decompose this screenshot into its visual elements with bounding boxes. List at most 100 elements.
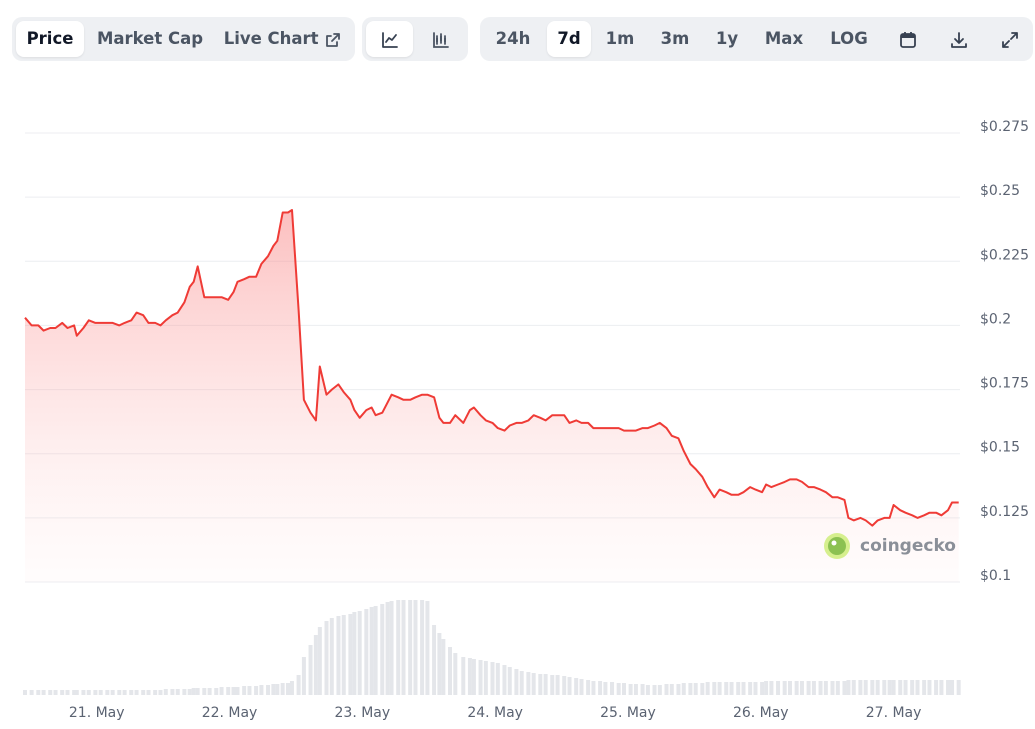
volume-bar (806, 681, 811, 695)
volume-bar (910, 680, 915, 695)
volume-bar (950, 680, 955, 695)
volume-bar (769, 681, 774, 695)
volume-bar (373, 606, 378, 695)
volume-bar (748, 682, 753, 695)
price-area (25, 210, 959, 582)
price-line (24, 209, 959, 527)
volume-bar (437, 633, 442, 695)
calendar-button[interactable] (888, 21, 928, 57)
candle-style-button[interactable] (417, 21, 464, 57)
volume-bar (842, 681, 847, 695)
volume-bar (760, 682, 765, 695)
x-tick-label: 21. May (69, 705, 125, 721)
volume-bar (296, 675, 301, 695)
y-tick-label: $0.1 (980, 568, 1011, 584)
volume-bar (207, 688, 212, 695)
volume-bar (214, 688, 219, 695)
volume-bar (182, 689, 187, 695)
x-tick-label: 22. May (202, 705, 258, 721)
volume-bar (903, 680, 908, 695)
volume-bar (543, 674, 548, 695)
volume-bar (285, 683, 290, 695)
volume-bar (693, 683, 698, 695)
volume-bar (317, 627, 322, 695)
volume-bar (425, 601, 430, 695)
volume-bar (776, 681, 781, 695)
volume-bar (105, 690, 110, 695)
volume-bar (717, 682, 722, 695)
volume-bar (579, 679, 584, 695)
volume-bar (669, 684, 674, 695)
volume-bar (562, 676, 567, 695)
volume-bar (538, 674, 543, 695)
range-button[interactable]: 1y (715, 29, 739, 48)
volume-bar (934, 680, 939, 695)
tab-live-chart[interactable]: Live Chart (218, 21, 348, 57)
range-button[interactable]: Max (764, 29, 804, 48)
volume-bar (129, 690, 134, 695)
volume-bar (301, 657, 306, 695)
volume-bar (567, 677, 572, 695)
fullscreen-button[interactable] (990, 21, 1030, 57)
volume-bar (633, 684, 638, 695)
volume-bar (357, 611, 362, 695)
volume-bar (289, 681, 294, 695)
y-tick-label: $0.15 (980, 440, 1020, 456)
volume-bar (98, 690, 103, 695)
volume-bar (336, 616, 341, 695)
volume-bar (741, 682, 746, 695)
volume-bar (736, 682, 741, 695)
volume-bar (794, 681, 799, 695)
volume-bar (352, 612, 357, 695)
volume-bar (36, 690, 41, 695)
range-button[interactable]: 24h (495, 29, 531, 48)
volume-bar (247, 686, 252, 695)
volume-bar (408, 600, 413, 695)
volume-bar (603, 682, 608, 695)
volume-bar (341, 615, 346, 695)
volume-bar (782, 681, 787, 695)
tab-price[interactable]: Price (16, 21, 84, 57)
volume-bar (48, 690, 53, 695)
volume-bar (870, 680, 875, 695)
volume-bar (502, 665, 507, 695)
volume-bar (453, 653, 458, 695)
external-icon (326, 32, 341, 47)
volume-bar (598, 681, 603, 695)
volume-bar (110, 690, 115, 695)
volume-bar (175, 689, 180, 695)
volume-bar (858, 680, 863, 695)
volume-bar (254, 686, 259, 695)
volume-bar (922, 680, 927, 695)
volume-bar (586, 680, 591, 695)
volume-bar (146, 690, 151, 695)
range-button[interactable]: 1m (605, 29, 635, 48)
volume-bar (495, 663, 500, 695)
volume-bar (898, 680, 903, 695)
y-tick-label: $0.125 (980, 504, 1029, 520)
watermark-text: coingecko (860, 536, 956, 556)
volume-bar (640, 684, 645, 695)
expand-icon (1002, 31, 1018, 48)
range-button[interactable]: 7d (547, 21, 591, 57)
volume-bar (956, 680, 961, 695)
log-button[interactable]: LOG (830, 29, 868, 48)
download-button[interactable] (939, 21, 979, 57)
volume-bar (420, 600, 425, 695)
volume-bar (461, 657, 466, 695)
x-tick-label: 27. May (866, 705, 922, 721)
volume-bar (60, 690, 65, 695)
volume-bar (490, 662, 495, 695)
volume-bar (266, 685, 271, 695)
line-style-button[interactable] (366, 21, 413, 57)
volume-bar (141, 690, 146, 695)
volume-bar (818, 681, 823, 695)
range-button[interactable]: 3m (660, 29, 690, 48)
y-tick-label: $0.275 (980, 119, 1029, 135)
volume-bar (280, 683, 285, 695)
volume-bar (163, 689, 168, 695)
volume-bar (432, 625, 437, 695)
tab-market-cap[interactable]: Market Cap (96, 29, 204, 48)
volume-bar (681, 683, 686, 695)
